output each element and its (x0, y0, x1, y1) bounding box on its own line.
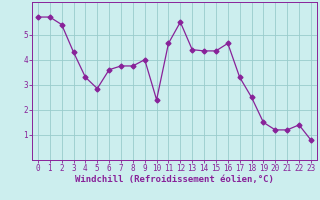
X-axis label: Windchill (Refroidissement éolien,°C): Windchill (Refroidissement éolien,°C) (75, 175, 274, 184)
